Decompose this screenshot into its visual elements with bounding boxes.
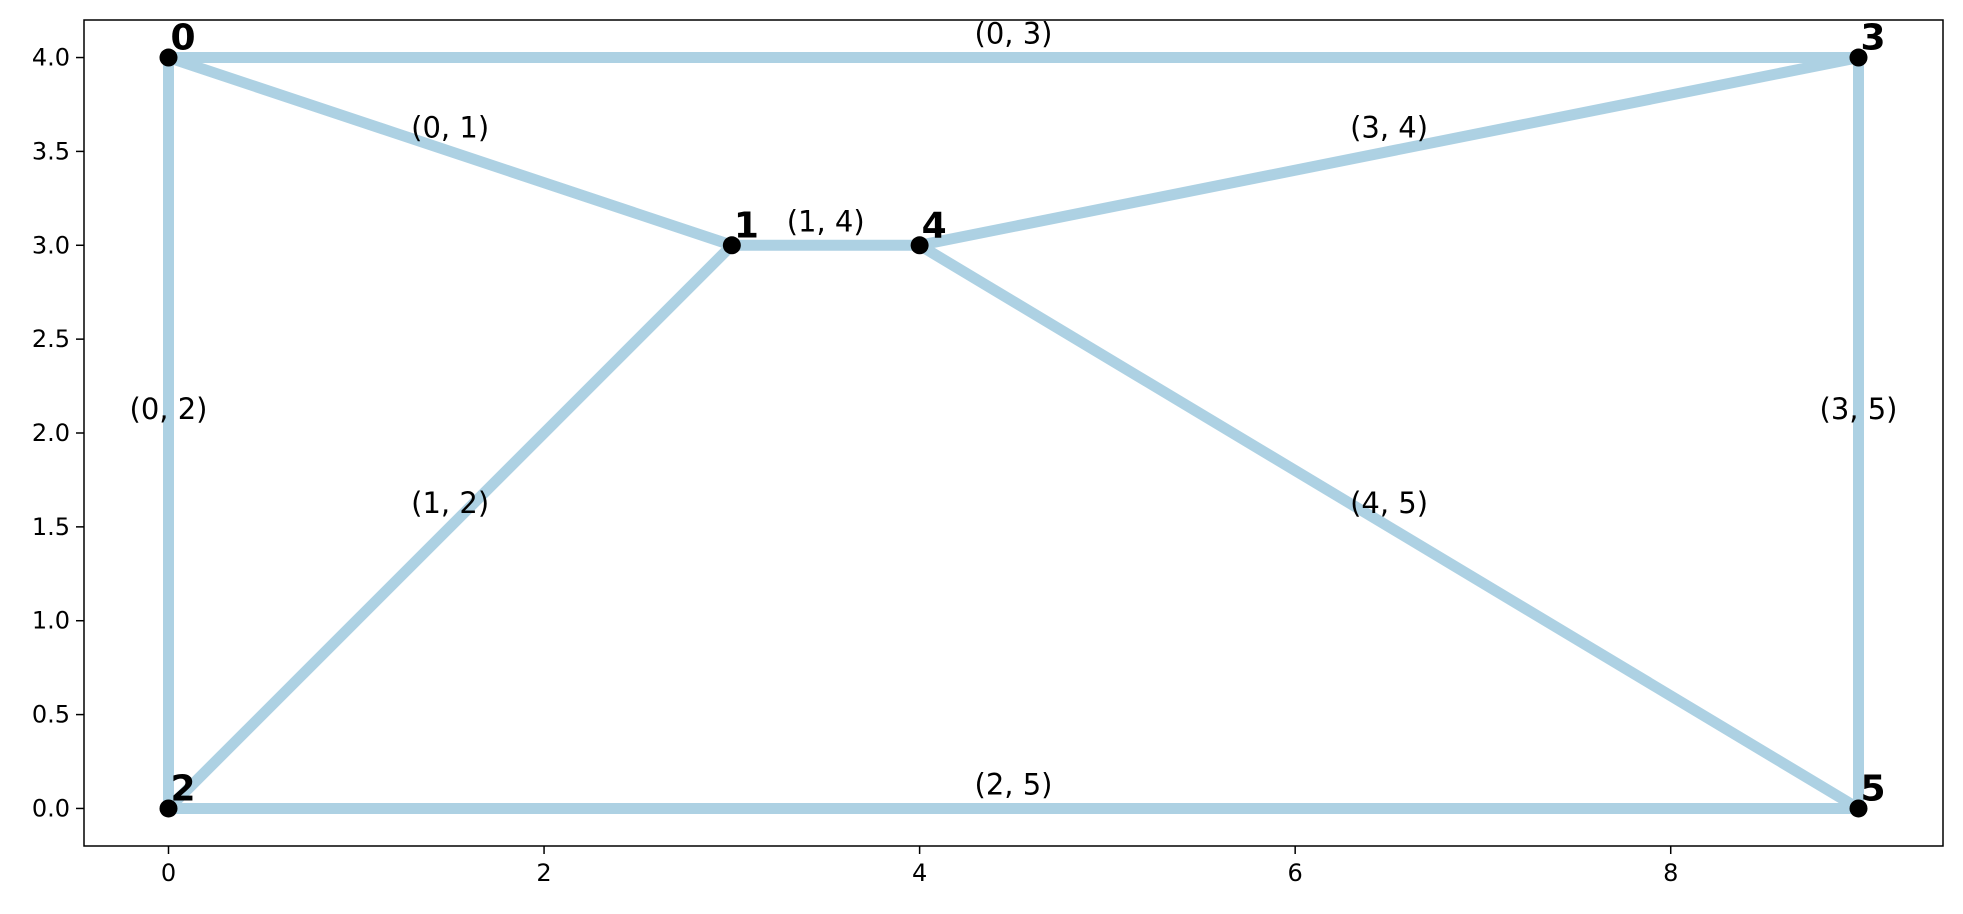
edge-label-1-2: (1, 2) — [411, 486, 489, 520]
y-tick-label: 0.5 — [32, 701, 70, 729]
edges-layer — [163, 52, 1864, 814]
edge-label-0-1: (0, 1) — [411, 110, 489, 144]
y-tick-label: 2.5 — [32, 325, 70, 353]
edge-label-2-5: (2, 5) — [975, 767, 1053, 801]
edge-label-0-3: (0, 3) — [975, 17, 1053, 51]
y-tick-label: 3.0 — [32, 231, 70, 259]
node-label-2: 2 — [171, 768, 196, 809]
node-label-0: 0 — [171, 18, 196, 59]
x-axis: 0 2 4 6 8 — [161, 846, 1678, 887]
edge-1-2 — [164, 241, 736, 813]
y-tick-label: 3.5 — [32, 137, 70, 165]
node-0 — [159, 48, 178, 67]
node-label-4: 4 — [922, 205, 947, 246]
y-tick-label: 2.0 — [32, 419, 70, 447]
edge-label-1-4: (1, 4) — [787, 204, 865, 238]
edge-label-0-2: (0, 2) — [130, 392, 208, 426]
x-tick-label: 4 — [912, 859, 927, 887]
x-tick-label: 6 — [1288, 859, 1303, 887]
node-label-1: 1 — [734, 205, 759, 246]
node-2 — [159, 799, 178, 818]
node-label-3: 3 — [1861, 18, 1886, 59]
y-tick-label: 4.0 — [32, 44, 70, 72]
edge-label-4-5: (4, 5) — [1350, 486, 1428, 520]
node-label-5: 5 — [1861, 768, 1886, 809]
nodes-layer — [159, 48, 1868, 818]
edge-0-1 — [166, 52, 734, 251]
x-tick-label: 0 — [161, 859, 176, 887]
node-5 — [1849, 799, 1868, 818]
y-axis: 0.0 0.5 1.0 1.5 2.0 2.5 3.0 3.5 4.0 — [32, 44, 84, 822]
y-tick-label: 0.0 — [32, 794, 70, 822]
edge-labels-layer: (0, 1) (0, 2) (0, 3) (1, 2) (1, 4) (2, 5) (3, … — [130, 17, 1898, 802]
node-labels-layer: 0 1 2 3 4 5 — [171, 18, 1886, 810]
y-tick-label: 1.0 — [32, 607, 70, 635]
node-4 — [910, 236, 929, 255]
edge-label-3-5: (3, 5) — [1820, 392, 1898, 426]
x-tick-label: 8 — [1663, 859, 1678, 887]
x-tick-label: 2 — [536, 859, 551, 887]
node-3 — [1849, 48, 1868, 67]
node-1 — [722, 236, 741, 255]
edge-3-4 — [918, 52, 1860, 251]
y-tick-label: 1.5 — [32, 513, 70, 541]
edge-4-5 — [916, 240, 1862, 814]
plot-frame — [83, 19, 1944, 847]
edge-label-3-4: (3, 4) — [1350, 110, 1428, 144]
